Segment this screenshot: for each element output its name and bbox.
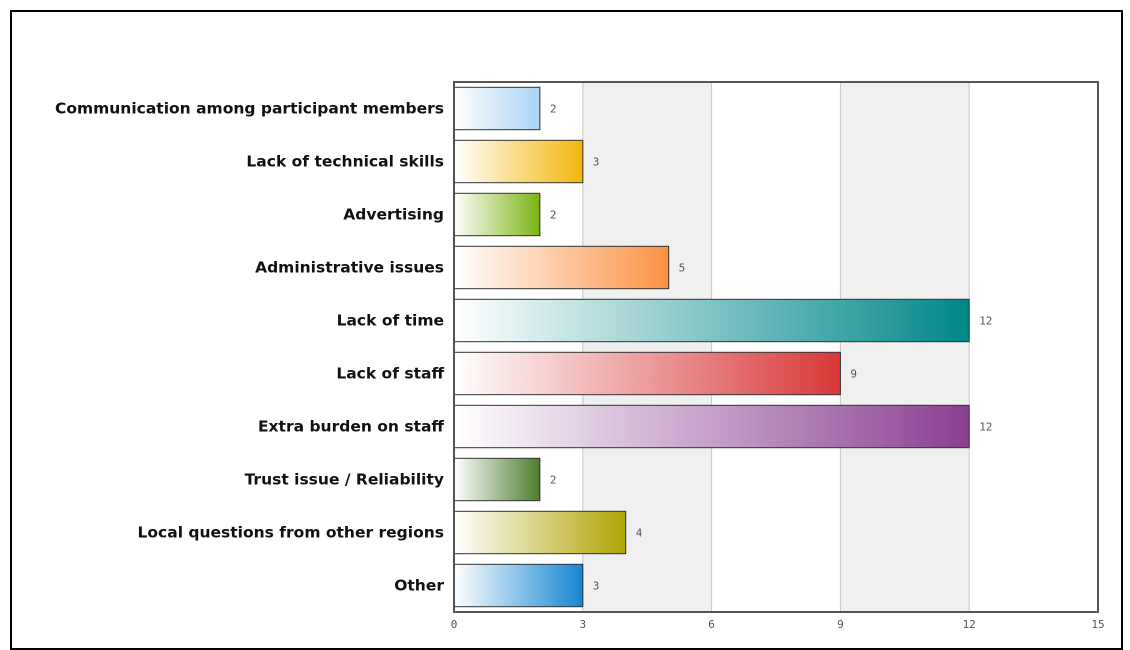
x-tick-label: 15 [1091, 618, 1104, 631]
category-label: Local questions from other regions [138, 524, 444, 542]
bar-value-label: 3 [593, 580, 600, 593]
bar[interactable] [453, 298, 970, 343]
x-tick-label: 0 [451, 618, 458, 631]
x-tick-label: 9 [837, 618, 844, 631]
plot-area-border [453, 81, 1099, 613]
category-label: Lack of time [337, 312, 444, 330]
bar[interactable] [453, 457, 541, 502]
bar[interactable] [453, 139, 584, 184]
x-tick-label: 12 [963, 618, 976, 631]
category-label: Lack of technical skills [246, 153, 444, 171]
category-label: Advertising [343, 206, 444, 224]
grid-band [840, 82, 970, 612]
bar-value-label: 9 [850, 368, 857, 381]
x-tick-label: 6 [708, 618, 715, 631]
chart-frame: 2 3 2 5 12 9 12 2 4 3 Communication among partici… [10, 10, 1123, 650]
bar[interactable] [453, 86, 541, 131]
bar-value-label: 2 [550, 209, 557, 222]
category-label: Other [394, 577, 444, 595]
horizontal-bar-chart: 2 3 2 5 12 9 12 2 4 3 Communication among partici… [55, 81, 1105, 631]
category-label: Administrative issues [255, 259, 444, 277]
bar[interactable] [453, 510, 627, 555]
category-label: Lack of staff [336, 365, 444, 383]
bar[interactable] [453, 192, 541, 237]
bar-value-label: 2 [550, 474, 557, 487]
bar-value-label: 5 [679, 262, 686, 275]
category-label: Extra burden on staff [258, 418, 444, 436]
category-label: Communication among participant members [55, 100, 444, 118]
bar[interactable] [453, 351, 841, 396]
category-label: Trust issue / Reliability [245, 471, 444, 489]
bar-value-label: 12 [979, 421, 992, 434]
bar-value-label: 12 [979, 315, 992, 328]
bar-value-label: 2 [550, 103, 557, 116]
bar[interactable] [453, 563, 584, 608]
bar[interactable] [453, 404, 970, 449]
bar-value-label: 3 [593, 156, 600, 169]
x-tick-label: 3 [579, 618, 586, 631]
bar-value-label: 4 [636, 527, 643, 540]
bar[interactable] [453, 245, 670, 290]
